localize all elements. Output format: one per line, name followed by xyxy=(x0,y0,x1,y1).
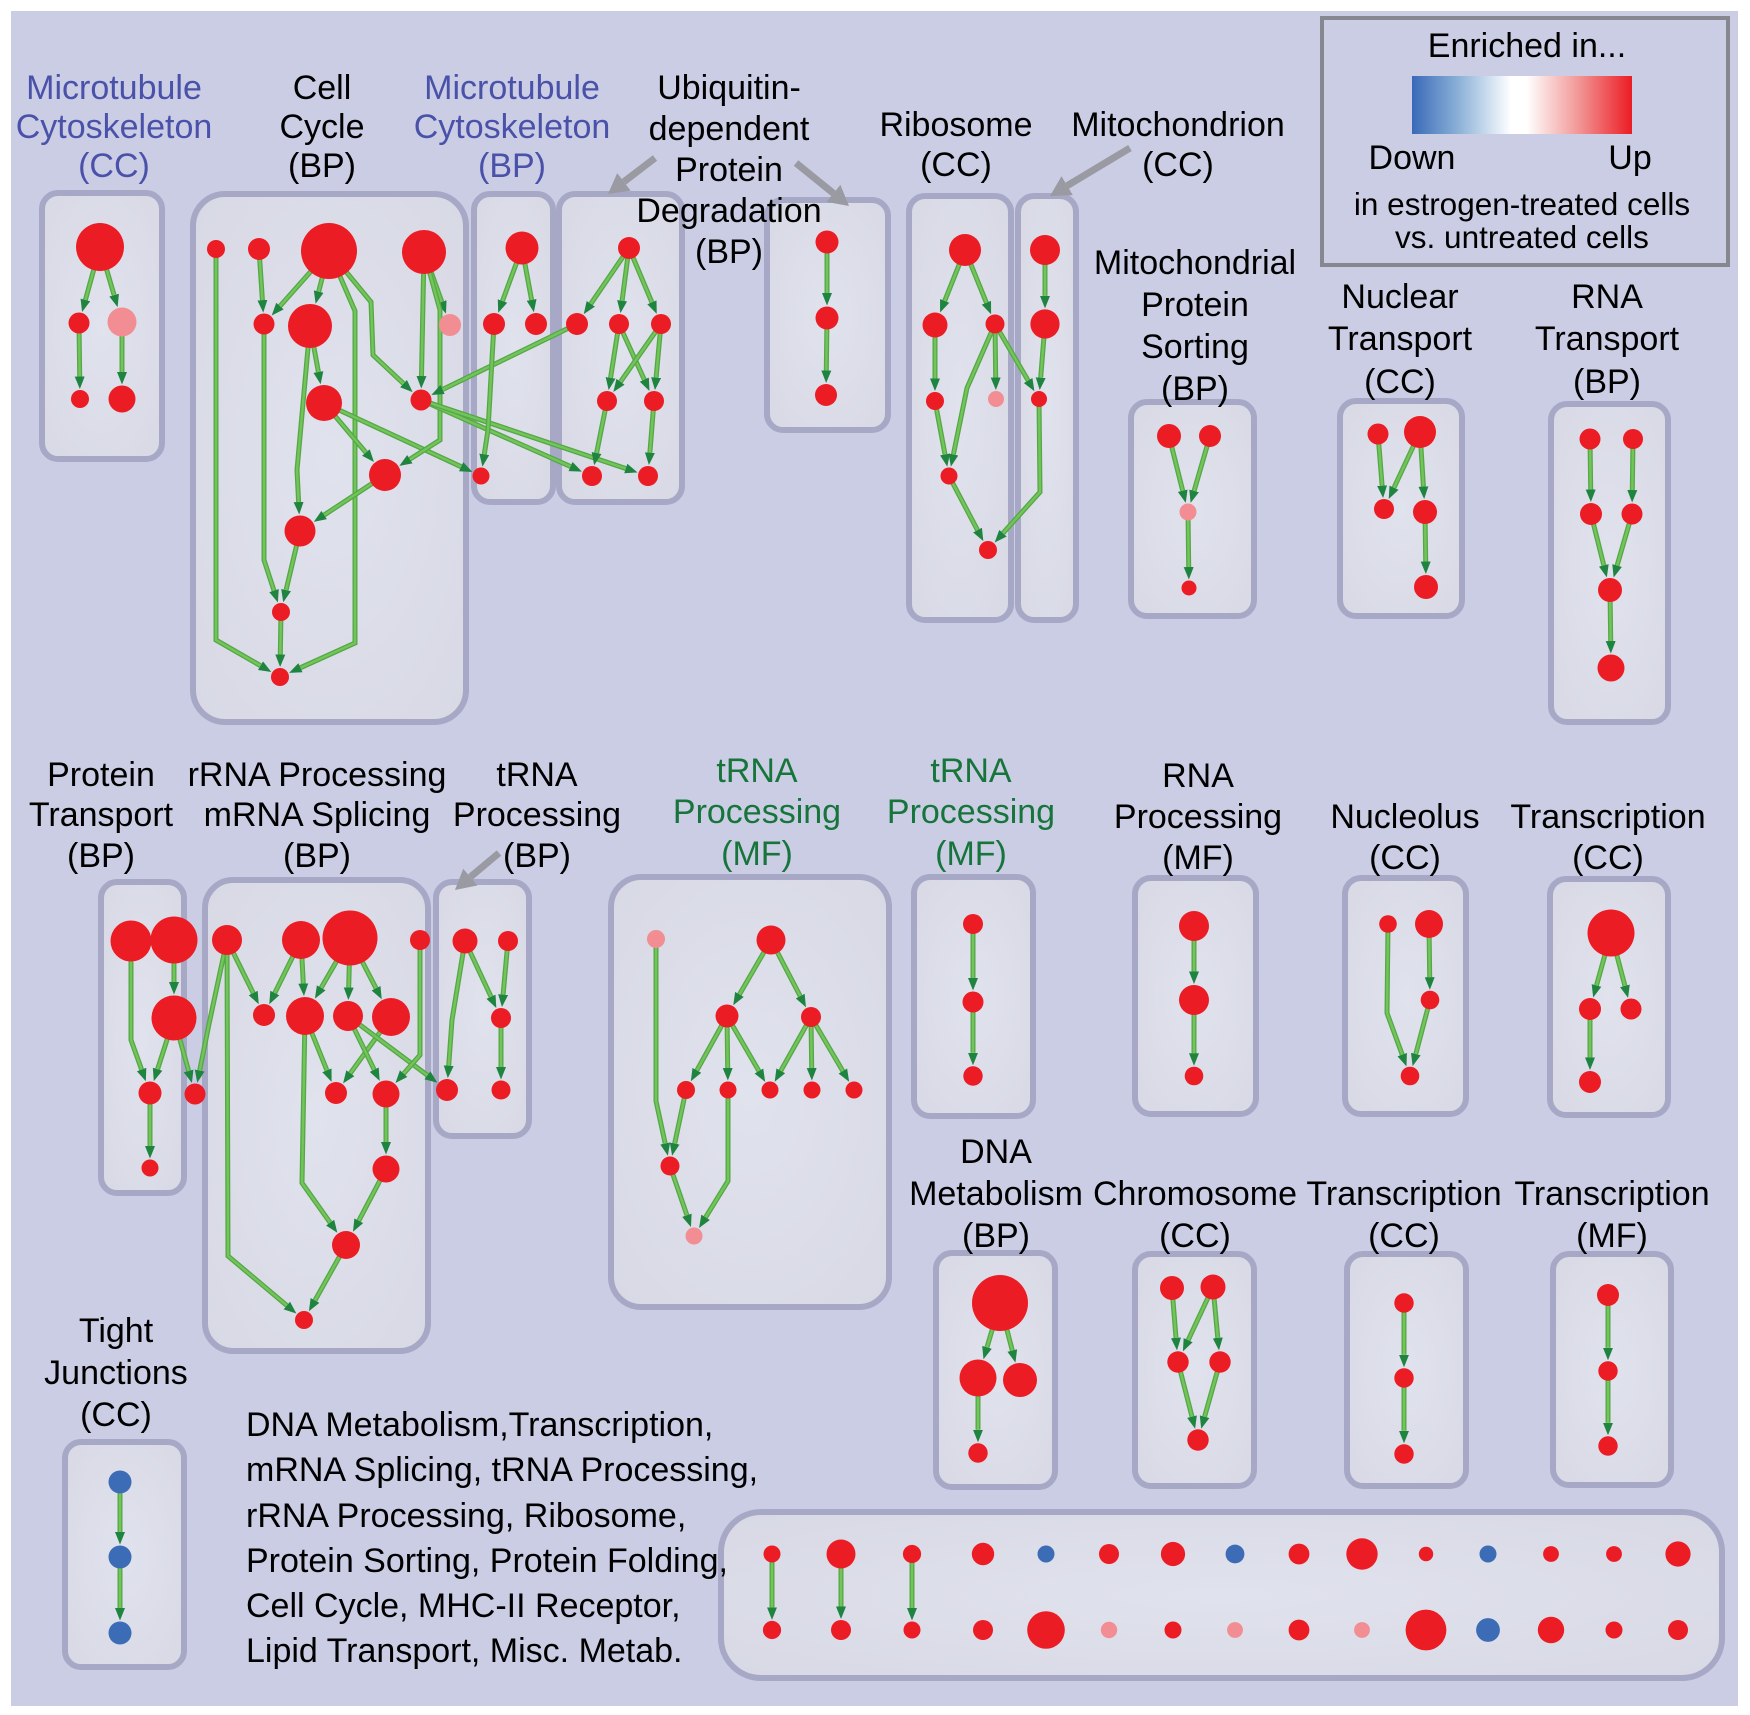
svg-text:(MF): (MF) xyxy=(1576,1217,1648,1255)
svg-text:tRNA: tRNA xyxy=(716,752,798,790)
svg-text:(CC): (CC) xyxy=(78,147,150,185)
svg-text:(MF): (MF) xyxy=(935,835,1007,873)
svg-text:Metabolism: Metabolism xyxy=(909,1175,1083,1213)
svg-text:(BP): (BP) xyxy=(1161,370,1229,408)
svg-text:Processing: Processing xyxy=(673,793,841,831)
svg-text:Enriched in...: Enriched in... xyxy=(1428,27,1626,65)
svg-text:Sorting: Sorting xyxy=(1141,328,1249,366)
svg-text:(BP): (BP) xyxy=(1573,363,1641,401)
svg-text:Processing: Processing xyxy=(453,796,621,834)
svg-text:(CC): (CC) xyxy=(1369,839,1441,877)
svg-text:(BP): (BP) xyxy=(288,147,356,185)
svg-text:Transcription: Transcription xyxy=(1510,798,1705,836)
svg-text:Mitochondrion: Mitochondrion xyxy=(1071,106,1285,144)
svg-text:Up: Up xyxy=(1608,139,1651,177)
svg-text:Transport: Transport xyxy=(1535,320,1680,358)
svg-text:Transcription: Transcription xyxy=(1514,1175,1709,1213)
svg-text:Protein: Protein xyxy=(1141,286,1249,324)
svg-text:Down: Down xyxy=(1369,139,1456,177)
svg-text:Ribosome: Ribosome xyxy=(879,106,1032,144)
svg-text:(BP): (BP) xyxy=(67,837,135,875)
svg-text:(BP): (BP) xyxy=(695,233,763,271)
svg-text:Nuclear: Nuclear xyxy=(1341,278,1458,316)
svg-text:(CC): (CC) xyxy=(1364,363,1436,401)
svg-text:vs. untreated cells: vs. untreated cells xyxy=(1395,219,1649,255)
svg-text:Cell Cycle, MHC-II Receptor,: Cell Cycle, MHC-II Receptor, xyxy=(246,1587,681,1625)
svg-text:Protein: Protein xyxy=(675,151,783,189)
svg-text:(CC): (CC) xyxy=(1368,1217,1440,1255)
svg-text:Transport: Transport xyxy=(29,796,174,834)
svg-text:Transcription: Transcription xyxy=(1306,1175,1501,1213)
svg-text:(CC): (CC) xyxy=(80,1396,152,1434)
svg-text:tRNA: tRNA xyxy=(930,752,1012,790)
svg-text:Tight: Tight xyxy=(79,1312,154,1350)
svg-text:Cycle: Cycle xyxy=(279,108,364,146)
svg-text:(BP): (BP) xyxy=(503,837,571,875)
svg-text:Processing: Processing xyxy=(1114,798,1282,836)
svg-text:(CC): (CC) xyxy=(1142,146,1214,184)
svg-text:(BP): (BP) xyxy=(283,837,351,875)
svg-text:Cell: Cell xyxy=(293,69,352,107)
svg-text:in estrogen-treated cells: in estrogen-treated cells xyxy=(1354,186,1690,222)
svg-text:Cytoskeleton: Cytoskeleton xyxy=(414,108,611,146)
svg-text:Degradation: Degradation xyxy=(636,192,821,230)
svg-text:(MF): (MF) xyxy=(721,835,793,873)
svg-text:DNA: DNA xyxy=(960,1133,1032,1171)
svg-text:Lipid Transport, Misc. Metab.: Lipid Transport, Misc. Metab. xyxy=(246,1632,683,1670)
svg-text:(BP): (BP) xyxy=(962,1217,1030,1255)
svg-text:Ubiquitin-: Ubiquitin- xyxy=(657,69,801,107)
svg-text:(CC): (CC) xyxy=(1159,1217,1231,1255)
svg-text:mRNA Splicing, tRNA Processing: mRNA Splicing, tRNA Processing, xyxy=(246,1451,758,1489)
svg-text:Microtubule: Microtubule xyxy=(424,69,600,107)
svg-text:Chromosome: Chromosome xyxy=(1093,1175,1297,1213)
svg-text:DNA Metabolism,Transcription,: DNA Metabolism,Transcription, xyxy=(246,1406,713,1444)
svg-text:Microtubule: Microtubule xyxy=(26,69,202,107)
svg-text:rRNA Processing: rRNA Processing xyxy=(188,756,447,794)
svg-text:tRNA: tRNA xyxy=(496,756,578,794)
svg-text:Nucleolus: Nucleolus xyxy=(1330,798,1479,836)
svg-text:RNA: RNA xyxy=(1162,757,1234,795)
svg-text:(MF): (MF) xyxy=(1162,839,1234,877)
svg-text:Protein: Protein xyxy=(47,756,155,794)
svg-text:Protein Sorting, Protein Foldi: Protein Sorting, Protein Folding, xyxy=(246,1542,728,1580)
svg-text:rRNA Processing, Ribosome,: rRNA Processing, Ribosome, xyxy=(246,1497,686,1535)
svg-text:Junctions: Junctions xyxy=(44,1354,188,1392)
svg-text:RNA: RNA xyxy=(1571,278,1643,316)
svg-text:(BP): (BP) xyxy=(478,147,546,185)
svg-text:(CC): (CC) xyxy=(920,146,992,184)
svg-text:Transport: Transport xyxy=(1328,320,1473,358)
svg-text:Processing: Processing xyxy=(887,793,1055,831)
svg-text:mRNA Splicing: mRNA Splicing xyxy=(204,796,431,834)
svg-text:Cytoskeleton: Cytoskeleton xyxy=(16,108,213,146)
svg-text:dependent: dependent xyxy=(649,110,810,148)
svg-text:Mitochondrial: Mitochondrial xyxy=(1094,244,1296,282)
svg-text:(CC): (CC) xyxy=(1572,839,1644,877)
